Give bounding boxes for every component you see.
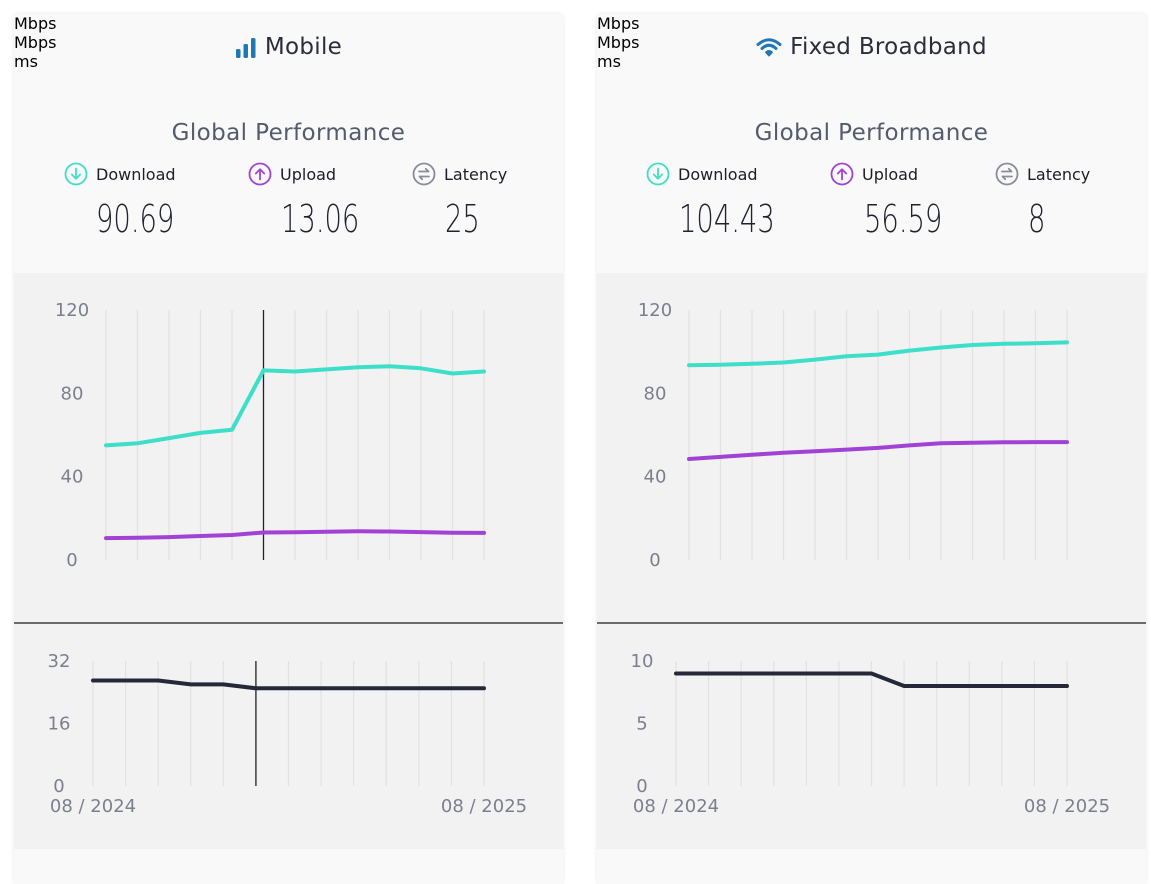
fixed-card: Fixed Broadband Global Performance Downl…	[597, 14, 1146, 884]
download-arrow-icon	[646, 162, 670, 186]
fixed-card-header: Fixed Broadband Global Performance Downl…	[597, 14, 1146, 273]
mobile-chart-area: 0 40 80 120 0 16 32 08 / 2024 08 / 2025	[14, 273, 563, 883]
fixed-latency-ytick-label: 0	[636, 776, 647, 797]
mobile-speed-ytick-label: 80	[61, 383, 84, 404]
mobile-upload-unit: Mbps	[14, 33, 57, 52]
mobile-title: Mobile	[14, 34, 563, 60]
fixed-speed-upload-line	[687, 440, 1069, 461]
mobile-upload-label: Upload	[248, 162, 408, 186]
fixed-upload-metric: Upload	[830, 162, 990, 186]
fixed-title: Fixed Broadband	[597, 34, 1146, 60]
fixed-latency-label: Latency	[995, 162, 1146, 186]
mobile-latency-x-end-label: 08 / 2025	[441, 796, 527, 817]
mobile-speed-upload-line	[104, 529, 486, 541]
fixed-latency-x-end-label: 08 / 2025	[1024, 796, 1110, 817]
fixed-speed-ytick-label: 40	[644, 467, 667, 488]
fixed-speed-ytick-label: 120	[638, 300, 672, 321]
fixed-chart-area: 0 40 80 120 0 5 10 08 / 2024 08 / 2025	[597, 273, 1146, 883]
mobile-charts[interactable]: 0 40 80 120 0 16 32 08 / 2024 08 / 2025	[14, 273, 563, 849]
fixed-latency-ytick-label: 5	[636, 714, 647, 735]
mobile-upload-label-text: Upload	[280, 164, 337, 184]
fixed-upload-label: Upload	[830, 162, 990, 186]
wifi-icon	[756, 36, 782, 58]
fixed-download-unit: Mbps	[597, 14, 640, 33]
fixed-perf-title: Global Performance	[754, 120, 989, 146]
mobile-latency-ytick-label: 32	[48, 651, 71, 672]
mobile-speed-ytick-label: 120	[55, 300, 89, 321]
mobile-latency-label: Latency	[412, 162, 563, 186]
fixed-speed-ytick-label: 0	[649, 550, 660, 571]
fixed-upload-label-text: Upload	[862, 164, 919, 184]
mobile-latency-x-start-label: 08 / 2024	[50, 796, 136, 817]
upload-arrow-icon	[248, 162, 272, 186]
fixed-download-label: Download	[646, 162, 806, 186]
fixed-latency-x-start-label: 08 / 2024	[633, 796, 719, 817]
mobile-download-label-text: Download	[96, 164, 176, 184]
mobile-speed-ytick-label: 40	[61, 467, 84, 488]
mobile-download-unit: Mbps	[14, 14, 57, 33]
mobile-latency-latency-line	[91, 678, 486, 691]
mobile-perf-title: Global Performance	[171, 120, 406, 146]
fixed-latency-unit: ms	[597, 52, 621, 71]
mobile-speed-ytick-label: 0	[66, 550, 77, 571]
fixed-title-text: Fixed Broadband	[790, 34, 987, 60]
fixed-latency-value: 8	[1028, 197, 1046, 241]
fixed-latency-metric: Latency	[995, 162, 1146, 186]
fixed-download-value: 104.43	[679, 197, 775, 241]
mobile-download-label: Download	[64, 162, 224, 186]
mobile-latency-label-text: Latency	[444, 164, 508, 184]
fixed-latency-ytick-label: 10	[631, 651, 654, 672]
download-arrow-icon	[64, 162, 88, 186]
fixed-speed-ytick-label: 80	[644, 383, 667, 404]
fixed-latency-latency-line	[674, 671, 1069, 688]
fixed-upload-unit: Mbps	[597, 33, 640, 52]
mobile-download-value: 90.69	[96, 197, 175, 241]
signal-bars-icon	[235, 36, 257, 58]
fixed-speed-download-line	[687, 340, 1069, 368]
mobile-latency-ytick-label: 16	[48, 714, 71, 735]
mobile-upload-metric: Upload	[248, 162, 408, 186]
mobile-upload-value: 13.06	[281, 197, 360, 241]
latency-arrows-icon	[412, 162, 436, 186]
fixed-latency-label-text: Latency	[1027, 164, 1091, 184]
mobile-latency-value: 25	[445, 197, 480, 241]
mobile-latency-metric: Latency	[412, 162, 563, 186]
mobile-download-metric: Download	[64, 162, 224, 186]
mobile-latency-unit: ms	[14, 52, 38, 71]
mobile-latency-ytick-label: 0	[53, 776, 64, 797]
fixed-download-metric: Download	[646, 162, 806, 186]
fixed-charts[interactable]: 0 40 80 120 0 5 10 08 / 2024 08 / 2025	[597, 273, 1146, 849]
fixed-upload-value: 56.59	[864, 197, 943, 241]
mobile-title-text: Mobile	[264, 34, 343, 60]
mobile-card-header: Mobile Global Performance Download 90.69…	[14, 14, 563, 273]
latency-arrows-icon	[995, 162, 1019, 186]
fixed-download-label-text: Download	[678, 164, 758, 184]
mobile-speed-download-line	[104, 364, 486, 448]
mobile-card: Mobile Global Performance Download 90.69…	[14, 14, 563, 884]
upload-arrow-icon	[830, 162, 854, 186]
